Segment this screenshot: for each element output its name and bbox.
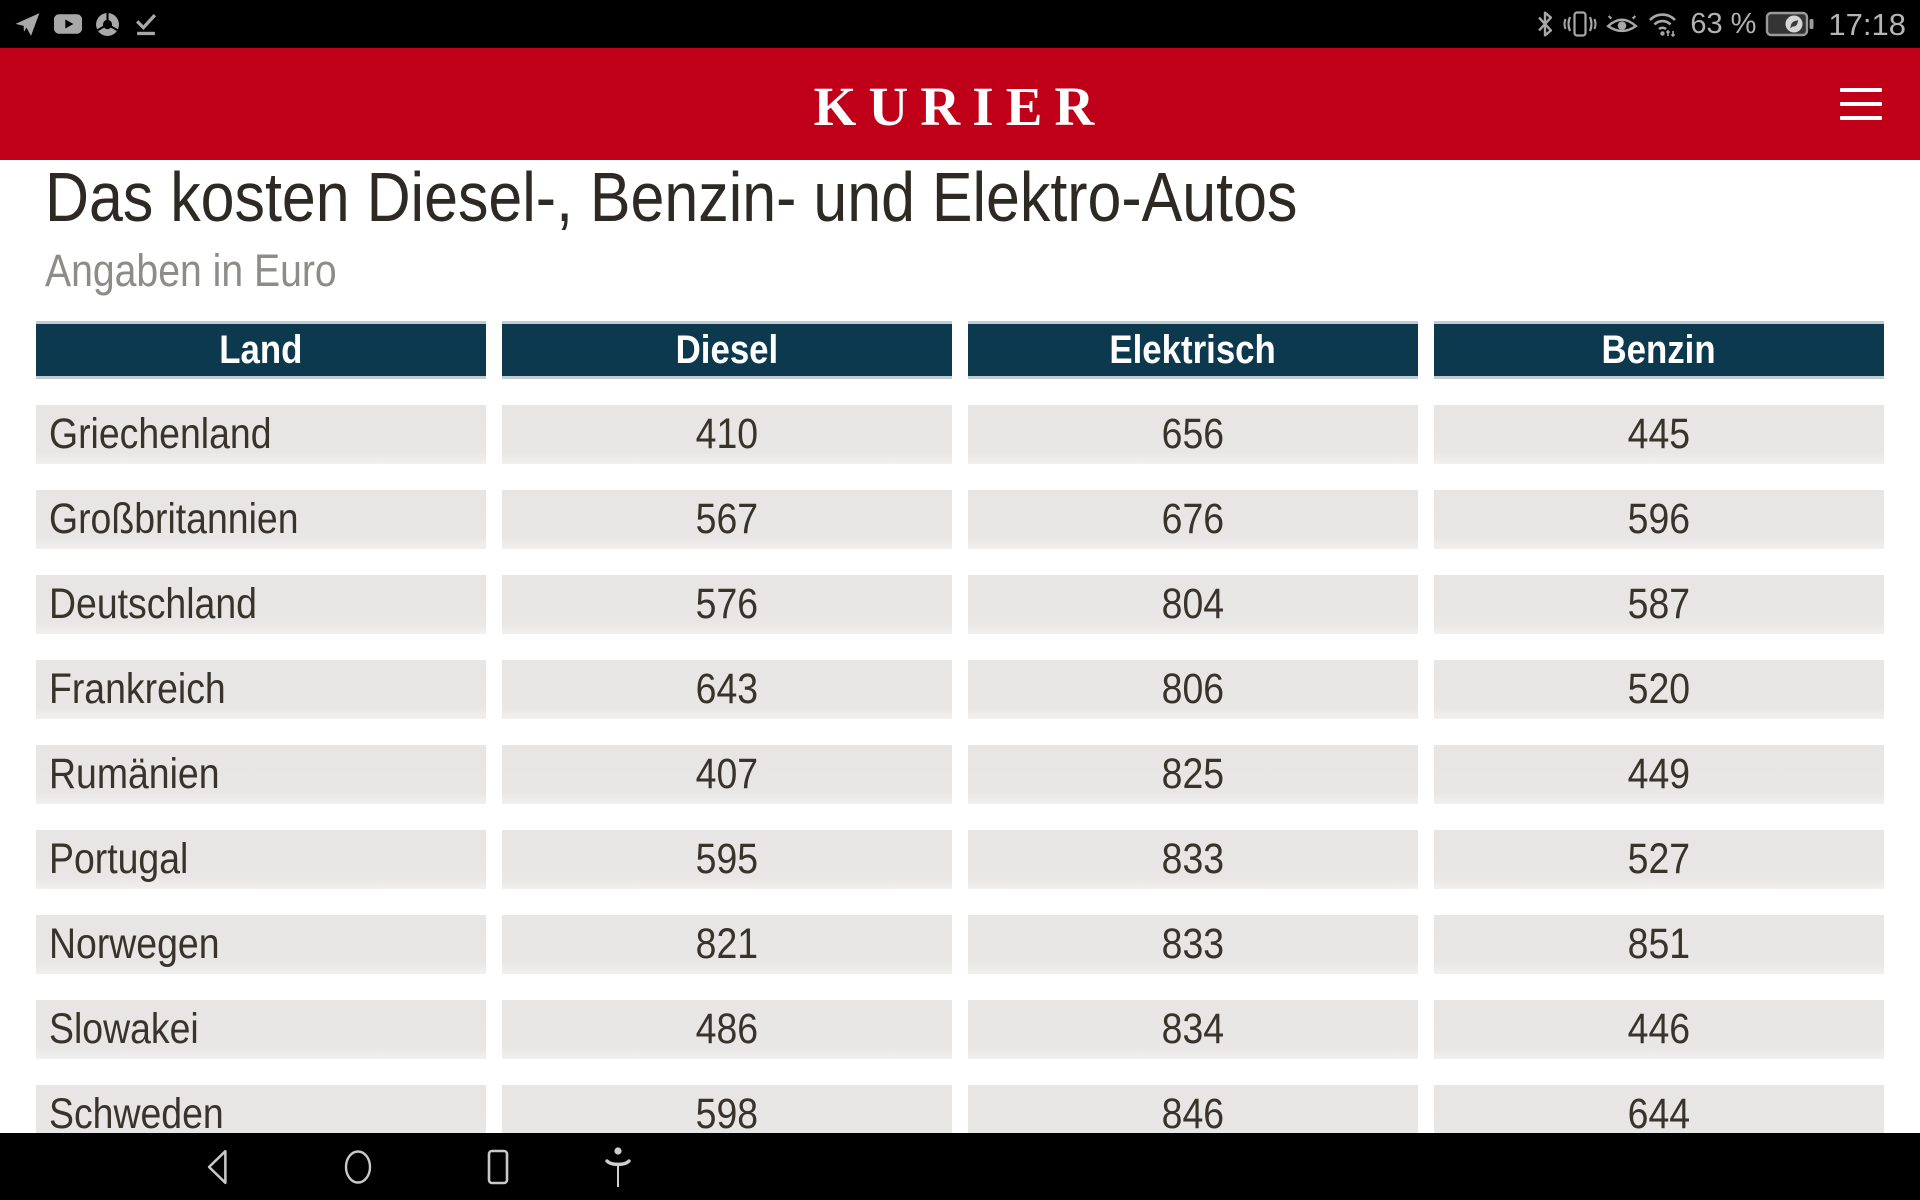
- country-cell: Frankreich: [36, 660, 486, 719]
- cost-cell: 825: [968, 745, 1418, 804]
- column-header: Benzin: [1434, 321, 1884, 379]
- cost-cell: 446: [1434, 1000, 1884, 1059]
- country-cell: Portugal: [36, 830, 486, 889]
- menu-bar: [1840, 116, 1882, 120]
- recents-icon: [487, 1149, 509, 1184]
- download-done-icon: [133, 12, 158, 37]
- country-cell: Norwegen: [36, 915, 486, 974]
- cost-cell: 407: [502, 745, 952, 804]
- clock-label: 17:18: [1828, 6, 1906, 42]
- cost-cell: 527: [1434, 830, 1884, 889]
- menu-button[interactable]: [1840, 84, 1882, 124]
- home-button[interactable]: [328, 1133, 388, 1200]
- cost-cell: 576: [502, 575, 952, 634]
- column-header: Elektrisch: [968, 321, 1418, 379]
- page-subtitle: Angaben in Euro: [45, 245, 337, 296]
- eye-comfort-icon: [1606, 11, 1639, 37]
- status-bar-system: 63 % 17:18: [1536, 9, 1906, 40]
- cost-cell: 520: [1434, 660, 1884, 719]
- app-header: KURIER: [0, 48, 1920, 160]
- chrome-icon: [95, 12, 120, 37]
- column-header: Diesel: [502, 321, 952, 379]
- page-title: Das kosten Diesel-, Benzin- und Elektro-…: [45, 160, 1298, 236]
- country-cell: Deutschland: [36, 575, 486, 634]
- battery-percent-label: 63 %: [1690, 7, 1757, 40]
- cost-cell: 821: [502, 915, 952, 974]
- article-content[interactable]: Das kosten Diesel-, Benzin- und Elektro-…: [0, 160, 1920, 1200]
- menu-bar: [1840, 102, 1882, 106]
- country-cell: Slowakei: [36, 1000, 486, 1059]
- cost-cell: 410: [502, 405, 952, 464]
- accessibility-icon: [605, 1146, 631, 1187]
- cost-cell: 596: [1434, 490, 1884, 549]
- country-cell: Großbritannien: [36, 490, 486, 549]
- cost-cell: 851: [1434, 915, 1884, 974]
- column-header: Land: [36, 321, 486, 379]
- cost-table: Land Diesel Elektrisch Benzin Griechenland 41…: [36, 321, 1884, 1144]
- country-cell: Griechenland: [36, 405, 486, 464]
- bluetooth-icon: [1536, 10, 1554, 38]
- cost-cell: 806: [968, 660, 1418, 719]
- cost-cell: 486: [502, 1000, 952, 1059]
- status-bar-notifications: [14, 12, 158, 37]
- recents-button[interactable]: [468, 1133, 528, 1200]
- back-button[interactable]: [188, 1133, 248, 1200]
- back-icon: [207, 1149, 227, 1184]
- cost-cell: 445: [1434, 405, 1884, 464]
- battery-power-saving-icon: [1765, 10, 1815, 38]
- menu-bar: [1840, 88, 1882, 92]
- cost-cell: 804: [968, 575, 1418, 634]
- telegram-icon: [14, 12, 41, 37]
- cost-cell: 595: [502, 830, 952, 889]
- home-icon: [344, 1149, 372, 1184]
- youtube-icon: [54, 14, 82, 34]
- android-nav-bar: [0, 1133, 1920, 1200]
- cost-cell: 567: [502, 490, 952, 549]
- status-bar: 63 % 17:18: [0, 0, 1920, 48]
- cost-cell: 449: [1434, 745, 1884, 804]
- cost-cell: 676: [968, 490, 1418, 549]
- cost-cell: 833: [968, 915, 1418, 974]
- kurier-logo[interactable]: KURIER: [813, 76, 1107, 137]
- accessibility-button[interactable]: [588, 1133, 648, 1200]
- wifi-icon: [1647, 10, 1681, 38]
- cost-cell: 643: [502, 660, 952, 719]
- cost-cell: 833: [968, 830, 1418, 889]
- country-cell: Rumänien: [36, 745, 486, 804]
- vibrate-mode-icon: [1563, 10, 1597, 38]
- cost-cell: 587: [1434, 575, 1884, 634]
- cost-cell: 834: [968, 1000, 1418, 1059]
- cost-cell: 656: [968, 405, 1418, 464]
